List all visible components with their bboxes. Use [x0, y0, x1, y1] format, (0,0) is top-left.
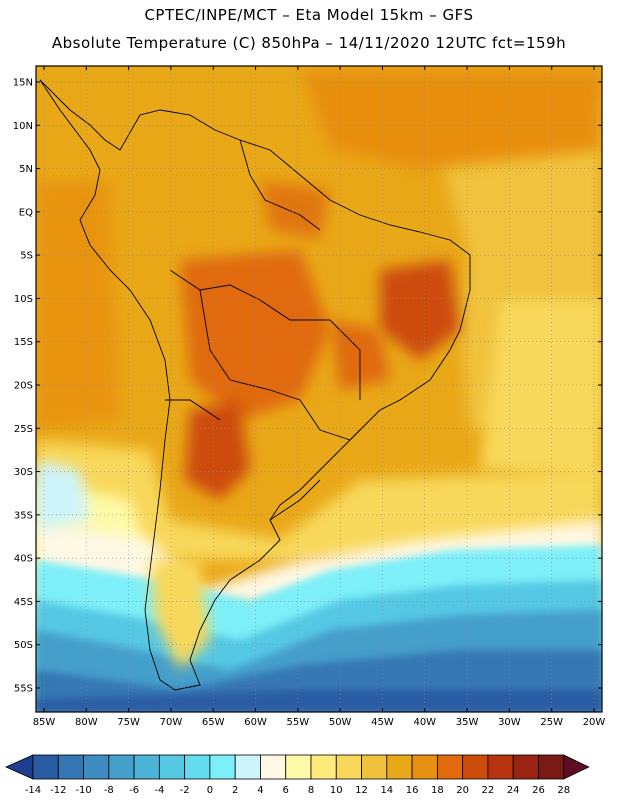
- colorbar-swatch: [411, 754, 438, 780]
- colorbar-swatch: [57, 754, 84, 780]
- colorbar-swatch: [83, 754, 110, 780]
- coastlines: [39, 79, 471, 691]
- colorbar-label: -6: [129, 785, 139, 796]
- colorbar-swatch: [487, 754, 514, 780]
- lat-label: 5N: [19, 164, 33, 175]
- lon-label: 40W: [413, 717, 436, 728]
- lon-label: 45W: [371, 717, 394, 728]
- colorbar-swatch: [5, 754, 34, 780]
- colorbar-label: 2: [232, 785, 238, 796]
- lon-label: 80W: [75, 717, 98, 728]
- colorbar-swatch: [32, 754, 59, 780]
- temperature-field: [36, 66, 602, 712]
- colorbar-swatch: [285, 754, 312, 780]
- lon-label: 85W: [33, 717, 56, 728]
- lat-label: 30S: [14, 467, 33, 478]
- colorbar-swatch: [512, 754, 539, 780]
- colorbar-swatch: [158, 754, 186, 780]
- colorbar-swatch: [108, 754, 135, 780]
- map-title-line2: Absolute Temperature (C) 850hPa – 14/11/…: [51, 34, 567, 52]
- lon-label: 75W: [117, 717, 140, 728]
- colorbar-swatch: [234, 754, 261, 780]
- axis-ticks: [36, 66, 602, 712]
- colorbar-swatch: [462, 754, 489, 780]
- colorbar-label: 26: [532, 785, 545, 796]
- colorbar-label: 28: [557, 785, 570, 796]
- map-title-line1: CPTEC/INPE/MCT – Eta Model 15km – GFS: [144, 6, 474, 24]
- lon-label: 30W: [498, 717, 521, 728]
- colorbar-label: 24: [507, 785, 520, 796]
- colorbar-swatch: [563, 754, 590, 780]
- lon-label: 55W: [287, 717, 310, 728]
- lon-label: 50W: [329, 717, 352, 728]
- colorbar-label: 16: [406, 785, 419, 796]
- colorbar-swatch: [209, 754, 236, 780]
- colorbar-label: -4: [154, 785, 164, 796]
- latitude-labels: 15N 10N 5N EQ 5S 10S 15S 20S 25S 30S 35S 40S 45S 50S 5…: [13, 78, 33, 695]
- colorbar-label: -8: [104, 785, 114, 796]
- colorbar-label: -2: [180, 785, 190, 796]
- lon-label: 35W: [456, 717, 479, 728]
- lat-label: 10S: [14, 294, 33, 305]
- lon-label: 20W: [583, 717, 606, 728]
- lon-label: 65W: [202, 717, 225, 728]
- lat-label: 35S: [14, 510, 33, 521]
- lon-label: 70W: [160, 717, 183, 728]
- colorbar-swatch: [133, 754, 160, 780]
- colorbar-label: 20: [456, 785, 469, 796]
- colorbar-swatch: [361, 754, 388, 780]
- colorbar-label: 10: [330, 785, 343, 796]
- lon-label: 25W: [540, 717, 563, 728]
- colorbar-swatch: [538, 754, 565, 780]
- lat-label: 10N: [13, 121, 33, 132]
- lat-label: 15S: [14, 337, 33, 348]
- lat-label: 20S: [14, 381, 33, 392]
- colorbar-swatch: [184, 754, 211, 780]
- colorbar-label: 0: [207, 785, 213, 796]
- colorbar-label: 22: [482, 785, 495, 796]
- colorbar-label: 4: [257, 785, 263, 796]
- colorbar-label: 18: [431, 785, 444, 796]
- colorbar-label: -10: [75, 785, 91, 796]
- colorbar-label: 8: [308, 785, 314, 796]
- colorbar-swatch: [310, 754, 337, 780]
- lon-label: 60W: [244, 717, 267, 728]
- colorbar-swatch: [386, 754, 413, 780]
- colorbar-label: -14: [25, 785, 41, 796]
- map-frame: [35, 65, 603, 713]
- lat-label: 5S: [20, 251, 33, 262]
- colorbar-swatch: [335, 754, 362, 780]
- colorbar-label: -12: [50, 785, 66, 796]
- colorbar: [5, 754, 590, 780]
- lat-label: 55S: [14, 684, 33, 695]
- lat-label: 45S: [14, 597, 33, 608]
- lat-label: 25S: [14, 424, 33, 435]
- colorbar-label: 12: [355, 785, 368, 796]
- lat-label: 40S: [14, 554, 33, 565]
- colorbar-label: 14: [380, 785, 393, 796]
- longitude-labels: 85W 80W 75W 70W 65W 60W 55W 50W 45W 40W 35W 30W 25W 2…: [33, 717, 606, 728]
- lat-label: EQ: [19, 207, 33, 218]
- colorbar-labels: -14 -12 -10 -8 -6 -4 -2 0 2 4 6 8 10 12 14 16 18 20 22 24 26…: [25, 785, 570, 796]
- colorbar-swatch: [436, 754, 464, 780]
- colorbar-swatch: [260, 754, 287, 780]
- lat-label: 50S: [14, 640, 33, 651]
- lat-label: 15N: [13, 78, 33, 89]
- colorbar-label: 6: [283, 785, 289, 796]
